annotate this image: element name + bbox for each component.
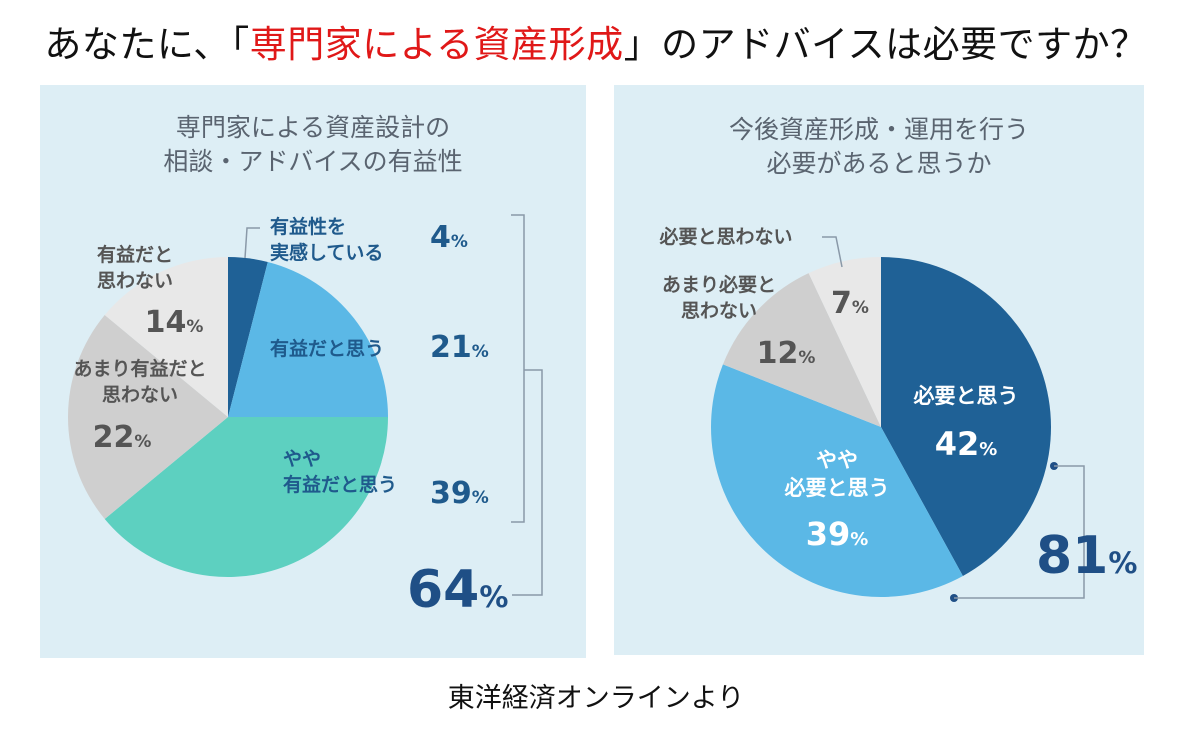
total-bracket-arm [512,369,543,596]
data-label-number: 39 [806,515,851,553]
data-label: 21% [430,330,489,365]
data-label-percent: % [186,317,203,337]
slice-label: やや [816,448,858,472]
data-label-number: 64 [407,560,479,620]
slice-label: 思わない [681,300,757,322]
slice-label: 必要と思わない [658,225,792,248]
data-label-number: 14 [145,305,187,340]
data-label: 4% [430,220,468,255]
data-label: 14% [145,305,204,340]
slice-label: 有益だと思う [270,337,384,360]
page-headline: あなたに、「専門家による資産形成」のアドバイスは必要ですか？ [0,14,1192,68]
usefulness-chart-panel: 専門家による資産設計の 相談・アドバイスの有益性 有益性を実感している 4% 有益だ… [40,85,586,658]
pie-slice [228,262,388,417]
data-label: 22% [93,420,152,455]
data-label: 39% [806,515,869,553]
slice-label: 実感している [270,241,383,264]
pie-slice [104,417,388,577]
data-label-percent: % [850,529,868,550]
slice-label: 思わない [102,384,178,406]
pie-slice [808,257,881,427]
total-label: 64% [407,560,508,620]
data-label: 42% [935,425,998,463]
necessity-chart-title-line-1: 今後資産形成・運用を行う [728,115,1029,144]
data-label-number: 42 [935,425,980,463]
data-label-percent: % [472,342,489,362]
slice-label: あまり有益だと [73,357,206,380]
slice-label: 有益だと [97,243,173,266]
data-label: 7% [831,286,869,321]
headline-before: あなたに、「 [44,23,250,66]
data-label-number: 21 [430,330,472,365]
slice-label: 必要と思う [785,476,890,500]
slice-label: 有益だと思う [283,473,397,496]
data-label-number: 81 [1036,526,1108,586]
leader-line [244,227,260,259]
slice-label: やや [283,448,321,470]
data-label-percent: % [479,580,508,614]
usefulness-chart-title-line-2: 相談・アドバイスの有益性 [163,147,463,176]
pie-slice [68,315,228,519]
pie-slice [722,273,881,427]
necessity-chart-title-line-2: 必要があると思うか [766,149,992,178]
data-label: 39% [430,476,489,511]
data-label-number: 7 [831,286,852,321]
necessity-pie-chart: 必要と思う42%やや必要と思う39%あまり必要と思わない12%必要と思わない7%… [658,225,1137,602]
data-label-percent: % [451,232,468,252]
data-label-percent: % [798,348,815,368]
data-label-percent: % [472,488,489,508]
leader-line [822,236,843,268]
data-label-percent: % [134,432,151,452]
total-bracket [511,214,525,523]
necessity-chart-panel: 今後資産形成・運用を行う 必要があると思うか 必要と思う 42% やや 必要と思う 39… [614,85,1144,655]
data-label-percent: % [852,298,869,318]
data-label-number: 22 [93,420,135,455]
headline-after: 」のアドバイスは必要ですか？ [623,23,1148,66]
slice-label: 必要と思う [914,384,1019,408]
source-credit: 東洋経済オンラインより [447,683,745,714]
pie-slice [104,257,228,417]
slice-label: 思わない [97,270,173,292]
data-label-percent: % [1108,546,1137,580]
total-label: 81% [1036,526,1137,586]
total-bracket [954,465,1085,599]
slice-label: 有益性を [270,215,346,238]
data-label-number: 12 [757,336,799,371]
pie-slice [228,257,268,417]
pie-slice [711,364,963,597]
data-label: 12% [757,336,816,371]
data-label-number: 4 [430,220,451,255]
data-label-number: 39 [430,476,472,511]
data-label-percent: % [979,439,997,460]
headline-accent: 専門家による資産形成 [249,23,624,66]
usefulness-chart-title-line-1: 専門家による資産設計の [175,113,451,142]
pie-slice [881,257,1051,576]
slice-label: あまり必要と [662,273,776,296]
